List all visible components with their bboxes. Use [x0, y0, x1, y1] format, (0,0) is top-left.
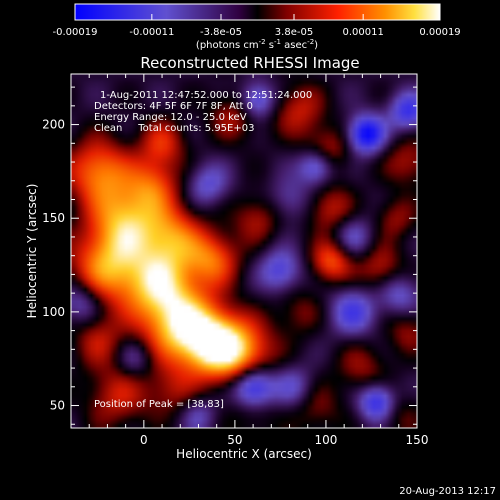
annotation-detectors: Detectors: 4F 5F 6F 7F 8F, Att 0 — [94, 101, 253, 112]
x-axis-label: Heliocentric X (arcsec) — [176, 447, 312, 461]
y-tick-label: 50 — [50, 399, 65, 413]
colorbar-tick-label: 0.00011 — [342, 27, 383, 38]
chart-title: Reconstructed RHESSI Image — [140, 54, 359, 72]
y-tick-label: 100 — [42, 305, 65, 319]
y-tick-label: 200 — [42, 118, 65, 132]
annotation-time-range: 1-Aug-2011 12:47:52.000 to 12:51:24.000 — [100, 90, 312, 101]
colorbar — [74, 3, 441, 21]
colorbar-tick-label: -3.8e-05 — [200, 27, 242, 38]
x-tick-label: 150 — [406, 433, 429, 447]
x-tick-label: 100 — [314, 433, 337, 447]
colorbar-unit-label: (photons cm-2 s-1 asec-2) — [196, 38, 318, 51]
annotation-clean: Clean Total counts: 5.95E+03 — [94, 123, 254, 134]
colorbar-tick-label: 0.00019 — [419, 27, 460, 38]
heatmap-image — [71, 74, 417, 428]
colorbar-tick-label: -0.00019 — [53, 27, 98, 38]
x-tick-label: 0 — [140, 433, 148, 447]
y-tick-label: 150 — [42, 211, 65, 225]
footer-timestamp: 20-Aug-2013 12:17 — [399, 486, 496, 497]
annotation-peak: Position of Peak = [38,83] — [94, 399, 224, 410]
colorbar-ticks: -0.00019 -0.00011 -3.8e-05 3.8e-05 0.00011 0.… — [53, 14, 461, 38]
plot-frame — [70, 73, 418, 429]
colorbar-tick-label: 3.8e-05 — [275, 27, 313, 38]
annotation-energy: Energy Range: 12.0 - 25.0 keV — [94, 112, 247, 123]
x-tick-label: 50 — [227, 433, 242, 447]
y-axis-label: Heliocentric Y (arcsec) — [25, 184, 39, 319]
axis-ticks: 0 50 100 150 50 100 150 200 — [42, 74, 428, 447]
colorbar-tick-label: -0.00011 — [129, 27, 174, 38]
